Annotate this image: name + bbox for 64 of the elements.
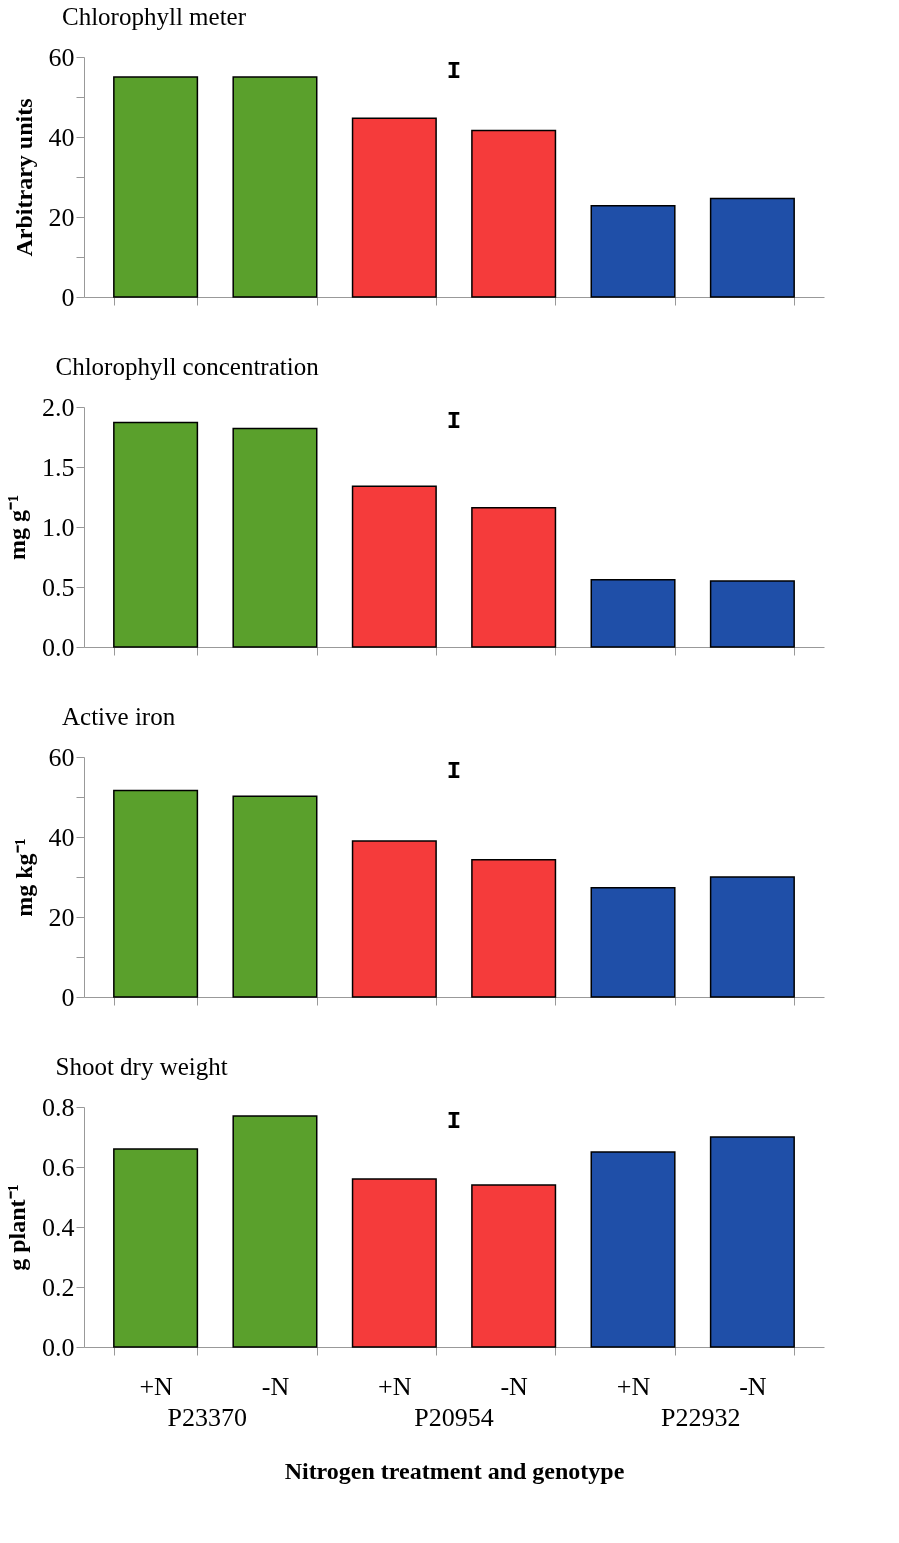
y-tick-label: 2.0 (42, 392, 75, 422)
x-tick-label: -N (500, 1371, 529, 1401)
y-axis-title: mg g⁻¹ (4, 494, 30, 561)
x-tick-label: -N (739, 1371, 767, 1401)
text: P20954 (414, 1403, 494, 1432)
y-tick-label: 20 (48, 202, 75, 232)
y-tick-label: 0.2 (42, 1272, 75, 1302)
y-tick-label: 0 (61, 982, 75, 1012)
bar (232, 795, 318, 998)
y-tick-label: 0.4 (42, 1212, 75, 1242)
text: P23370 (167, 1403, 248, 1432)
y-tick-label: 40 (48, 122, 75, 152)
bar (351, 840, 437, 998)
annotation: I (446, 408, 462, 436)
x-tick-label: -N (261, 1371, 290, 1401)
chart-title: Chlorophyll meter (62, 3, 247, 30)
y-tick-label: 1.5 (42, 452, 75, 482)
y-tick-label: 60 (48, 42, 75, 72)
y-tick-label: 0.6 (42, 1152, 75, 1182)
bar (590, 887, 676, 998)
bar (709, 197, 795, 298)
y-tick-label: 0.0 (42, 632, 75, 662)
x-tick-label: +N (139, 1371, 174, 1401)
bar (471, 507, 557, 648)
y-tick-label: 1.0 (42, 512, 75, 542)
annotation: I (446, 58, 462, 86)
bar (471, 129, 557, 298)
chart-title: Chlorophyll concentration (55, 353, 320, 380)
y-axis-title: g plant⁻¹ (4, 1184, 30, 1271)
y-tick-label: 20 (48, 902, 75, 932)
bar (351, 117, 437, 298)
y-axis-title: mg kg⁻¹ (10, 838, 37, 917)
x-tick-label: +N (378, 1371, 412, 1401)
bar (590, 579, 676, 648)
bar (113, 76, 199, 298)
y-axis-title: Arbitrary units (10, 98, 37, 257)
bar (113, 1148, 199, 1348)
bar (232, 427, 318, 648)
bar (471, 1184, 557, 1348)
bar (113, 421, 199, 648)
bar (471, 859, 557, 998)
x-axis-title: Nitrogen treatment and genotype (284, 1457, 625, 1484)
bar (709, 580, 795, 648)
y-tick-label: 0.0 (42, 1332, 75, 1362)
bar (590, 1151, 676, 1348)
y-tick-label: 0 (61, 282, 75, 312)
bar (590, 205, 676, 298)
chart-title: Active iron (62, 703, 176, 730)
y-tick-label: 0.5 (42, 572, 75, 602)
y-tick-label: 40 (48, 822, 75, 852)
chart-title: Shoot dry weight (55, 1053, 228, 1080)
bar (709, 876, 795, 998)
x-tick-label: +N (616, 1371, 651, 1401)
annotation: I (446, 758, 462, 786)
bar (232, 1115, 318, 1348)
y-tick-label: 0.8 (42, 1092, 75, 1122)
bar (113, 789, 199, 998)
bar (709, 1136, 795, 1348)
bar (232, 76, 318, 298)
bar (351, 485, 437, 648)
y-tick-label: 60 (48, 742, 75, 772)
annotation: I (446, 1108, 462, 1136)
bar (351, 1178, 437, 1348)
text: P22932 (660, 1403, 741, 1432)
